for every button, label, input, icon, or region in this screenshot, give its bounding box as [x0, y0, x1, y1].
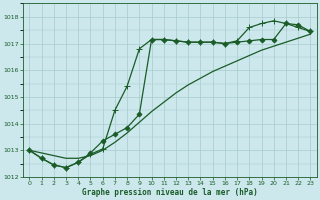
- X-axis label: Graphe pression niveau de la mer (hPa): Graphe pression niveau de la mer (hPa): [82, 188, 258, 197]
